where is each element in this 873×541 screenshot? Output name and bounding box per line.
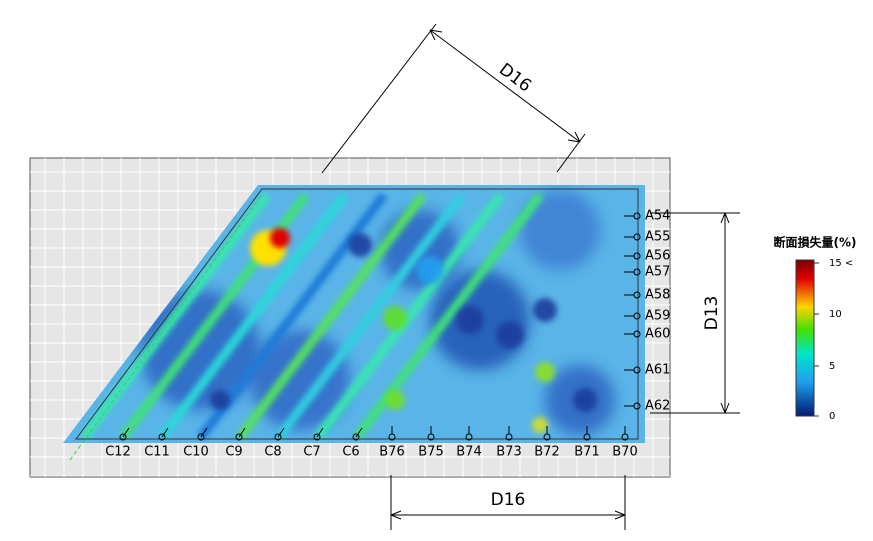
heat-spot <box>573 388 597 412</box>
heat-spot <box>533 298 557 322</box>
c-label: C11 <box>144 445 170 460</box>
b-label: B73 <box>496 445 521 460</box>
b-label: B70 <box>612 445 637 460</box>
rebar-marker <box>122 427 130 438</box>
rebar-marker <box>277 427 285 438</box>
legend-title: 断面損失量(%) <box>774 235 857 250</box>
rebar-marker <box>158 433 166 441</box>
c-label: C12 <box>105 445 131 460</box>
rebar-marker <box>313 433 321 441</box>
b-label: B71 <box>574 445 599 460</box>
heat-spot <box>416 256 444 284</box>
slab-outline <box>75 188 639 440</box>
b-label: B75 <box>418 445 443 460</box>
b-label: B76 <box>379 445 404 460</box>
rebar-marker <box>235 433 243 441</box>
rebar-c <box>275 192 466 440</box>
a-label: A61 <box>645 363 670 378</box>
heat-spot <box>383 306 407 330</box>
c-label: C7 <box>303 445 320 460</box>
color-bar-ticks <box>814 262 819 417</box>
dimension-label: D16 <box>491 490 526 510</box>
legend-tick: 0 <box>829 411 835 422</box>
dimension-label: D13 <box>702 296 722 331</box>
heat-spot <box>456 306 484 334</box>
c-label: C10 <box>183 445 209 460</box>
a-label: A59 <box>645 309 670 324</box>
dimension-label: D16 <box>495 60 535 97</box>
a-label: A57 <box>645 265 670 280</box>
rebar-marker <box>352 433 360 441</box>
rebar-marker <box>119 433 127 441</box>
rebar-c <box>80 192 271 440</box>
rebar-marker <box>161 427 169 438</box>
a-label: A58 <box>645 288 670 303</box>
c-label: C8 <box>264 445 281 460</box>
rebar-c <box>314 192 505 440</box>
heat-spot <box>532 417 548 433</box>
b-label: B72 <box>534 445 559 460</box>
rebar-marker <box>316 427 324 438</box>
c-label: C6 <box>342 445 359 460</box>
a-label: A55 <box>645 230 670 245</box>
color-bar <box>795 259 815 417</box>
legend-tick: 10 <box>829 309 842 320</box>
heat-spot <box>535 362 555 382</box>
a-label: A56 <box>645 249 670 264</box>
a-label: A60 <box>645 327 670 342</box>
rebar-c <box>236 192 427 440</box>
heat-spot <box>385 390 405 410</box>
heat-spot <box>210 390 230 410</box>
legend-tick: 5 <box>829 361 835 372</box>
rebar-labels: C12 C11 C10 C9 C8 C7 C6 B76 B75 B74 B73 B72 B71 B70 A5… <box>105 209 670 460</box>
dimension-lines <box>321 23 740 530</box>
heat-spot <box>348 233 372 257</box>
rebar-marker <box>197 433 205 441</box>
b-label: B74 <box>456 445 481 460</box>
edge-line <box>69 194 263 461</box>
rebar-marker <box>274 433 282 441</box>
legend-tick: 15 < <box>829 258 853 269</box>
rebar-markers <box>119 212 641 441</box>
heat-hotspot <box>270 228 290 248</box>
c-label: C9 <box>225 445 242 460</box>
a-label: A62 <box>645 399 670 414</box>
heat-blob <box>520 190 600 270</box>
heat-spot <box>496 321 524 349</box>
rebar-marker <box>238 427 246 438</box>
rebar-c <box>158 192 349 440</box>
a-label: A54 <box>645 209 670 224</box>
rebar-marker <box>200 427 208 438</box>
rebar-marker <box>355 427 363 438</box>
